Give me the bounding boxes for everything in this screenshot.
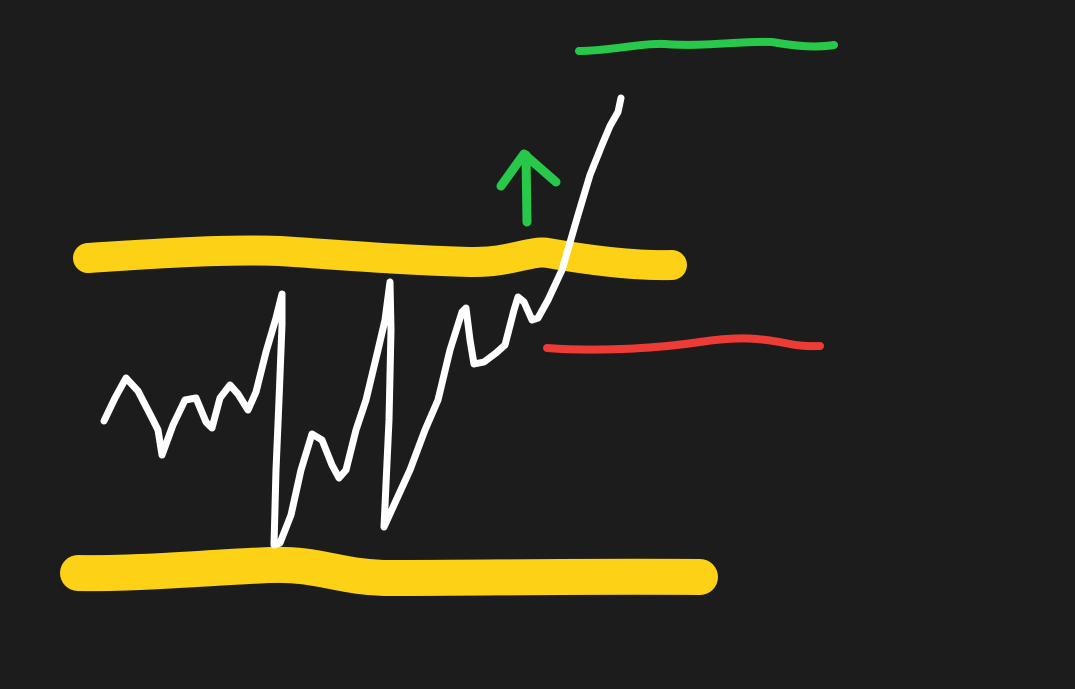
price-path <box>100 94 625 549</box>
resistance-line <box>73 235 687 281</box>
arrow-shaft <box>521 150 532 227</box>
support-line <box>60 546 718 596</box>
arrow-up-icon <box>496 149 561 227</box>
stop-line <box>543 334 824 354</box>
target-line <box>575 37 838 55</box>
arrow-head <box>496 149 561 191</box>
